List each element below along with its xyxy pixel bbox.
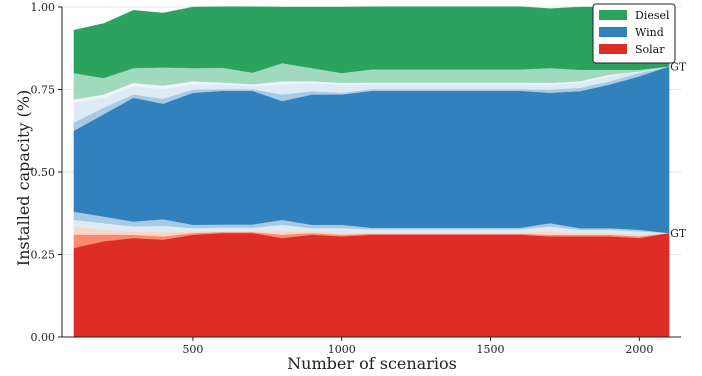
gt-annotation: GT [670,60,687,73]
x-tick-label: 1500 [477,343,505,356]
diesel-legend-swatch [599,10,627,20]
legend: Diesel Wind Solar [592,3,676,64]
x-tick-label: 1000 [328,343,356,356]
wind-legend-label: Wind [635,26,664,39]
y-tick-label: 0.50 [31,166,56,179]
axes: 500 1000 1500 2000 0.00 0.25 0.50 0.75 1.00 [31,1,681,356]
solar-legend-swatch [599,44,627,54]
x-axis-title: Number of scenarios [287,354,457,373]
y-tick-label: 0.00 [31,331,56,344]
solar-legend-label: Solar [635,43,665,56]
diesel-legend-label: Diesel [635,9,670,22]
diesel-area [73,6,670,79]
x-tick-label: 500 [182,343,203,356]
annotations: GT GT [670,60,687,240]
y-tick-label: 0.75 [31,84,56,97]
area-series [73,6,670,338]
y-axis-title: Installed capacity (%) [14,90,33,266]
y-tick-label: 0.25 [31,249,56,262]
wind-legend-swatch [599,27,627,37]
y-tick-label: 1.00 [31,1,56,14]
solar-area [73,232,670,338]
x-tick-label: 2000 [625,343,653,356]
gt-annotation: GT [670,227,687,240]
